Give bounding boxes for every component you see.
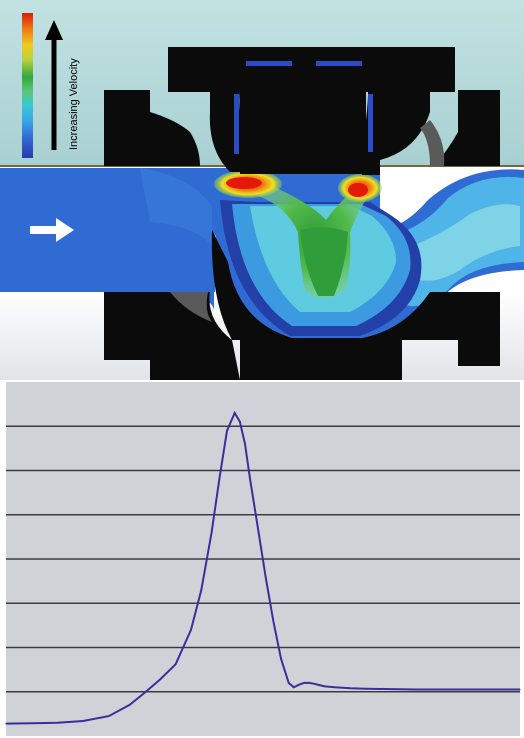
left-lower-cavity [170,292,212,322]
curve-point-17 [244,443,246,445]
jet-stem [300,227,348,296]
curve-point-12 [211,531,213,534]
curve-points [5,412,521,725]
curve-point-18 [249,478,251,480]
right-hotspot-core [348,183,368,197]
curve-point-16 [239,421,241,423]
curve-point-36 [468,688,470,691]
valve-velocity-diagram: Increasing Velocity [0,0,524,380]
curve-point-23 [288,682,290,684]
curve-point-21 [272,620,274,622]
curve-point-1 [5,723,7,725]
left-upper-flange [104,90,200,166]
curve-point-34 [390,688,393,690]
curve-point-22 [280,657,282,660]
curve-point-35 [416,688,418,691]
curve-point-15 [234,412,236,414]
curve-point-5 [108,715,110,717]
curve-point-8 [159,678,161,680]
curve-point-29 [318,684,321,686]
curve-point-4 [82,720,84,722]
right-lower-flange [402,292,500,366]
velocity-scale-arrow-head [45,20,63,40]
bonnet-gap-left [234,94,239,154]
curve-point-13 [218,478,220,480]
curve-point-32 [349,687,351,689]
curve-point-24 [293,686,295,688]
bonnet-slot-left [246,61,292,66]
curve-point-28 [313,683,315,685]
bonnet-slot-right [316,61,362,66]
velocity-color-scale [22,13,33,158]
curve-point-6 [128,704,130,706]
curve-point-27 [308,682,310,684]
curve-point-25 [298,684,300,686]
curve-point-33 [365,688,367,690]
curve-point-9 [175,663,177,665]
curve-point-3 [56,722,59,724]
curve-point-31 [334,686,336,688]
curve-point-30 [324,685,326,688]
flow-direction-arrow [30,218,74,242]
curve-point-2 [31,722,33,724]
curve-point-26 [303,682,305,684]
curve-point-11 [200,589,202,591]
curve-point-19 [257,527,259,529]
curve-point-37 [519,688,521,691]
curve-point-7 [144,692,146,694]
left-hotspot-core [226,177,262,189]
inlet-swirl [140,168,212,246]
outlet-cyan-zone [402,204,520,281]
valve-bonnet [240,92,366,174]
velocity-scale-label: Increasing Velocity [68,58,80,150]
right-upper-flange [434,90,500,166]
valve-body-top [168,47,455,175]
right-cavity [420,120,445,166]
velocity-line-chart [5,382,521,736]
valve-body-bottom [211,230,460,380]
curve-point-10 [190,629,192,631]
bonnet-gap-right [368,94,373,152]
curve-point-20 [264,576,267,578]
curve-point-14 [226,430,228,432]
